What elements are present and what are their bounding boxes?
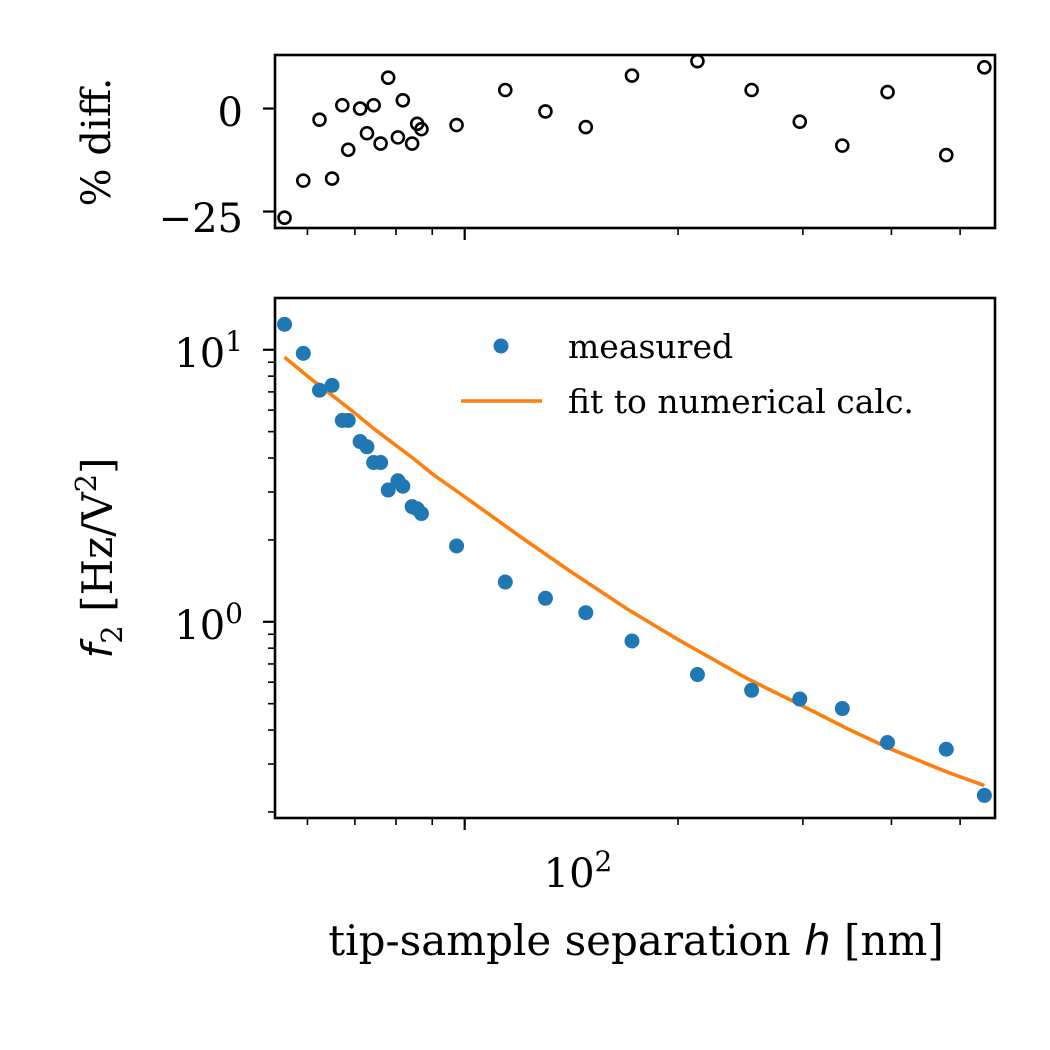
f2-ytick-label-10: 101 (174, 325, 243, 377)
measured-point (834, 701, 850, 717)
measured-point (938, 741, 954, 757)
diff-point (880, 84, 895, 100)
measured-point (324, 377, 340, 393)
measured-point (312, 382, 328, 398)
f2-xlabel: tip-sample separation h [nm] (328, 916, 943, 965)
diff-point (277, 210, 292, 226)
f2-panel: 101 100 102 tip-sample separation h [nm]… (69, 296, 997, 965)
diff-ytick-label: −25 (159, 196, 243, 242)
f2-xtick-label-100: 102 (544, 845, 613, 897)
measured-point (578, 605, 594, 621)
diff-point (690, 53, 705, 69)
f2-ytick-label-1: 100 (174, 597, 243, 649)
diff-point (380, 70, 396, 85)
diff-point (938, 147, 954, 163)
diff-point (744, 82, 759, 98)
diff-point (312, 112, 327, 127)
f2-axes-frame (273, 296, 997, 820)
diff-points (277, 53, 992, 226)
measured-point (413, 506, 429, 522)
measured-point (744, 682, 760, 698)
measured-point (395, 478, 411, 494)
diff-point (340, 142, 356, 158)
diff-ticks (263, 107, 961, 240)
legend: measured fit to numerical calc. (461, 327, 914, 421)
diff-ylabel: % diff. (74, 78, 120, 207)
diff-point (624, 68, 640, 83)
diff-point (977, 60, 992, 75)
measured-point (689, 667, 705, 683)
diff-point (449, 117, 464, 133)
measured-point (295, 345, 311, 361)
diff-point (324, 171, 340, 186)
measured-point (624, 633, 640, 649)
diff-point (359, 125, 375, 141)
diff-point (538, 104, 553, 119)
diff-point (414, 121, 429, 137)
diff-point (335, 97, 350, 113)
measured-point (380, 482, 396, 498)
measured-point (976, 787, 992, 803)
measured-point (359, 439, 375, 455)
diff-point (373, 136, 388, 151)
fit-line (283, 355, 986, 788)
diff-point (296, 173, 311, 188)
measured-points (277, 316, 992, 803)
diff-point (366, 97, 381, 113)
measured-point (537, 590, 553, 606)
diff-point (404, 136, 420, 151)
diff-ytick-label: 0 (218, 90, 243, 136)
f2-ylabel: f2 [Hz/V2] (69, 457, 129, 658)
diff-panel: 0 −25 % diff. (74, 53, 997, 242)
legend-label-fit: fit to numerical calc. (568, 382, 914, 421)
measured-point (449, 538, 465, 554)
measured-point (792, 691, 808, 707)
measured-point (880, 734, 896, 750)
diff-point (834, 138, 850, 153)
measured-point (497, 574, 513, 590)
measured-point (277, 316, 293, 332)
diff-point (390, 130, 406, 145)
measured-point (340, 412, 356, 428)
diff-point (352, 101, 368, 116)
f2-ticks (263, 348, 961, 830)
diff-axes-frame (273, 53, 997, 230)
diff-point (497, 82, 513, 98)
legend-marker-measured (493, 338, 509, 354)
diff-point (578, 119, 594, 135)
legend-label-measured: measured (568, 327, 733, 366)
measured-point (373, 455, 389, 471)
diff-point (395, 93, 411, 108)
diff-point (792, 114, 808, 130)
